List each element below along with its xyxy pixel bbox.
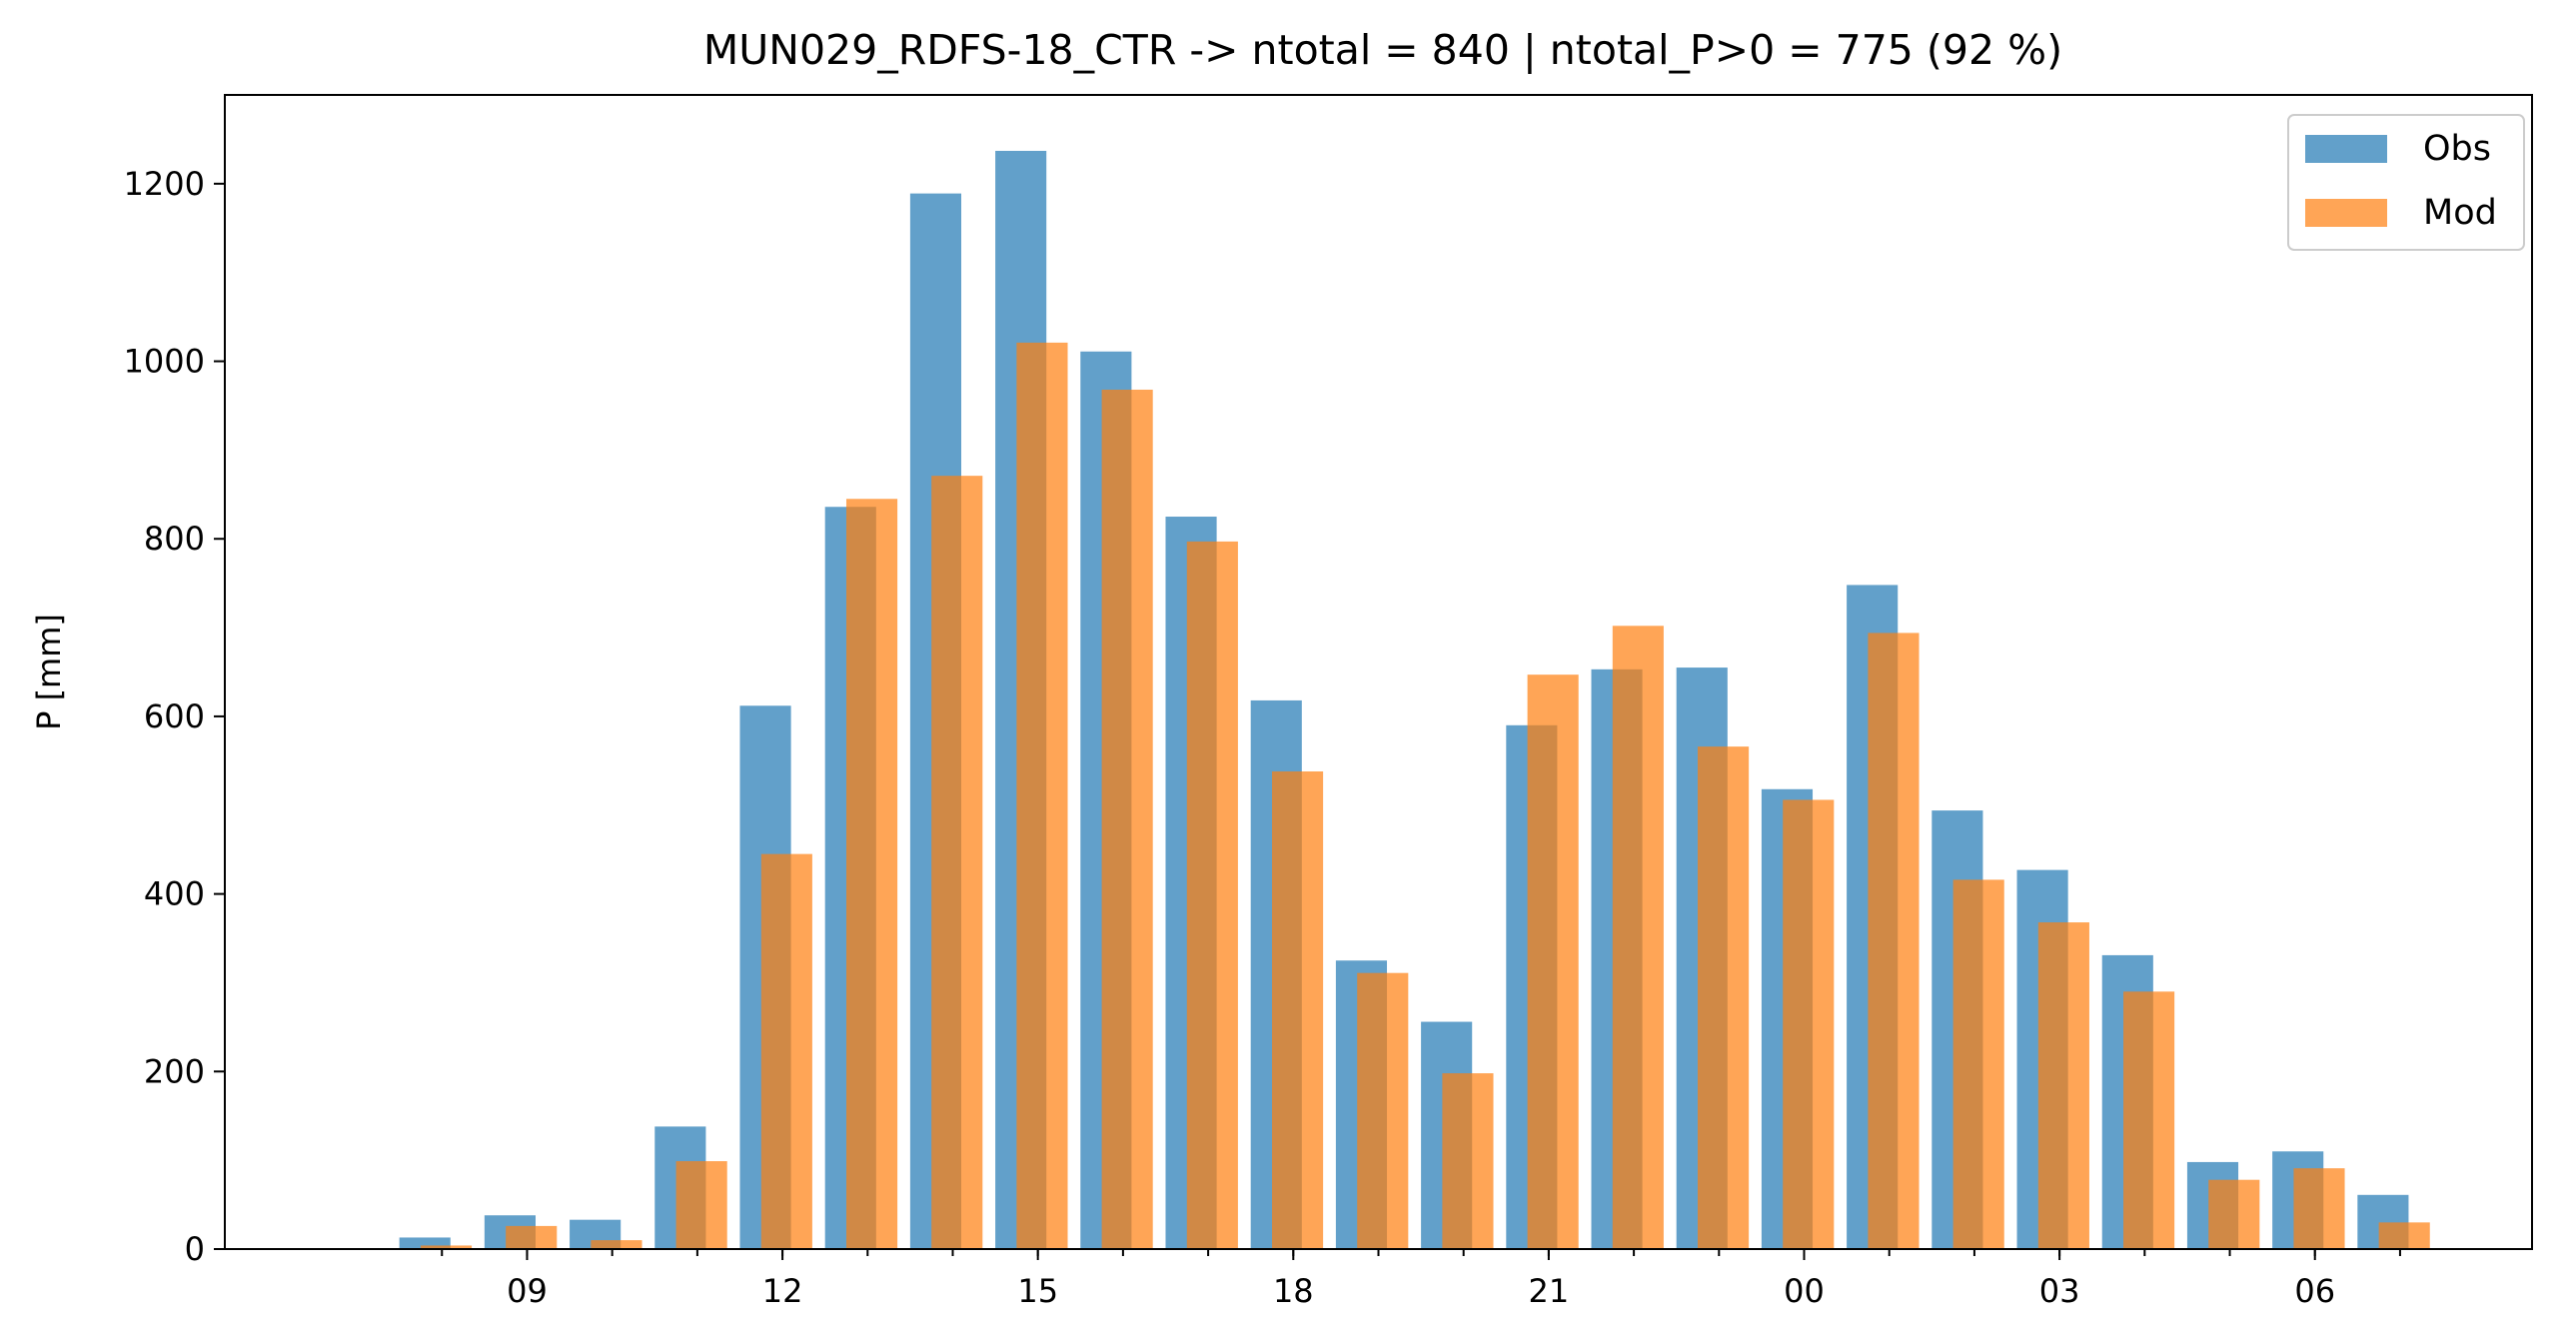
legend-swatch-obs xyxy=(2305,135,2387,163)
bar-mod xyxy=(506,1225,558,1249)
chart-title: MUN029_RDFS-18_CTR -> ntotal = 840 | nto… xyxy=(703,26,2062,74)
x-tick-label: 06 xyxy=(2294,1272,2335,1310)
bar-mod xyxy=(675,1161,727,1249)
x-tick-label: 09 xyxy=(507,1272,548,1310)
x-tick-label: 18 xyxy=(1273,1272,1314,1310)
bar-mod xyxy=(2378,1222,2430,1249)
bar-mod xyxy=(931,476,983,1249)
bar-mod xyxy=(1271,771,1324,1249)
bar-mod xyxy=(1698,746,1750,1249)
legend-label-mod: Mod xyxy=(2423,193,2497,233)
bar-mod xyxy=(2037,922,2089,1249)
bar-obs xyxy=(399,1237,451,1249)
y-axis: 0 200 400 600 800 1000 1200 xyxy=(124,165,225,1268)
plot-frame xyxy=(224,94,2533,1250)
y-tick-label: 600 xyxy=(144,697,205,735)
legend-label-obs: Obs xyxy=(2423,129,2491,169)
x-tick-label: 15 xyxy=(1017,1272,1058,1310)
bar-mod xyxy=(845,499,898,1249)
bar-mod xyxy=(2208,1179,2260,1249)
x-tick-label: 00 xyxy=(1784,1272,1825,1310)
x-tick-label: 21 xyxy=(1529,1272,1570,1310)
bar-mod xyxy=(1016,342,1068,1250)
bar-mod xyxy=(1612,626,1664,1249)
bar-mod xyxy=(1101,389,1153,1249)
bar-mod xyxy=(591,1240,643,1249)
bar-mod xyxy=(2123,991,2175,1249)
legend-swatch-mod xyxy=(2305,199,2387,227)
x-tick-label: 03 xyxy=(2039,1272,2080,1310)
y-tick-label: 0 xyxy=(185,1230,205,1268)
bar-mod xyxy=(760,853,812,1249)
bar-mod xyxy=(1952,879,2004,1249)
bar-mod xyxy=(1527,674,1579,1249)
x-axis: 09 12 15 18 21 00 03 06 xyxy=(441,1249,2401,1310)
bar-mod xyxy=(1357,972,1409,1249)
bar-mod xyxy=(2293,1168,2345,1249)
y-tick-label: 1000 xyxy=(124,343,205,381)
legend: Obs Mod xyxy=(2287,114,2525,251)
bar-mod xyxy=(1186,541,1238,1249)
bars xyxy=(399,150,2430,1250)
y-axis-label: P [mm] xyxy=(30,614,68,730)
y-tick-label: 1200 xyxy=(124,165,205,203)
bar-mod xyxy=(1868,633,1920,1249)
bar-mod xyxy=(1442,1073,1494,1249)
x-tick-label: 12 xyxy=(762,1272,803,1310)
y-tick-label: 400 xyxy=(144,875,205,913)
bar-mod xyxy=(420,1245,473,1249)
y-tick-label: 800 xyxy=(144,520,205,558)
y-tick-label: 200 xyxy=(144,1052,205,1090)
bar-mod xyxy=(1783,799,1835,1249)
